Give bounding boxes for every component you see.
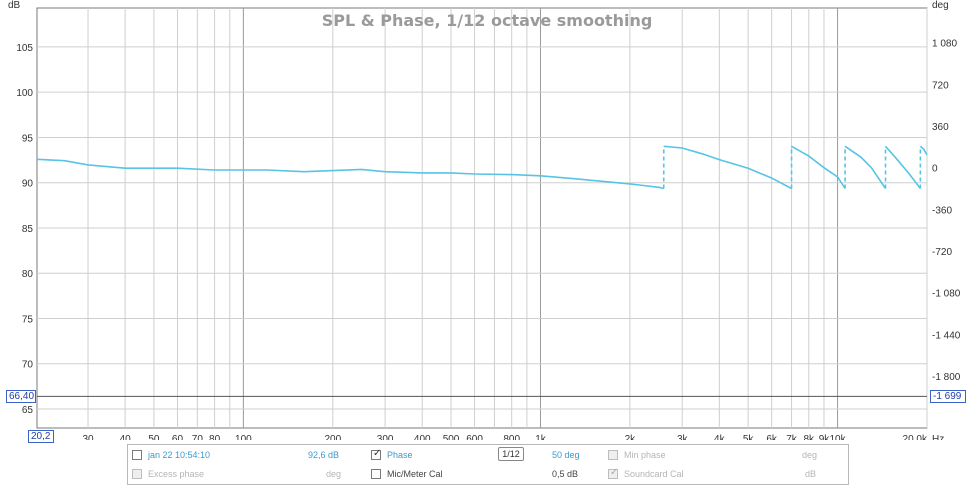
x-tick-label: 80 xyxy=(209,434,221,440)
phase-segment xyxy=(36,158,664,190)
x-tick-label: 2k xyxy=(625,434,637,440)
grid xyxy=(37,8,928,428)
check-icon: ✓ xyxy=(373,448,382,459)
phase-value: 50 deg xyxy=(552,450,580,460)
excess-phase-checkbox[interactable] xyxy=(132,469,142,479)
phase-trace xyxy=(36,145,928,190)
smoothing-indicator[interactable]: 1/12 xyxy=(498,447,524,461)
x-tick-label: 300 xyxy=(377,434,394,440)
legend-panel: jan 22 10:54:10 92,6 dB Excess phase deg… xyxy=(127,444,849,485)
excess-phase-value: deg xyxy=(326,469,342,479)
y-left-tick-label: 100 xyxy=(16,88,33,99)
y-right-tick-label: 720 xyxy=(932,80,949,91)
measurement-name: jan 22 10:54:10 xyxy=(148,450,211,460)
y-left-tick-label: 95 xyxy=(22,133,34,144)
min-phase-label: Min phase xyxy=(624,450,666,460)
min-phase-checkbox[interactable] xyxy=(608,450,618,460)
phase-segment xyxy=(919,145,928,156)
x-tick-label: 7k xyxy=(786,434,798,440)
min-phase-value: deg xyxy=(802,450,818,460)
plot-area[interactable] xyxy=(36,7,928,429)
x-tick-label: 3k xyxy=(677,434,689,440)
x-tick-label: 70 xyxy=(192,434,204,440)
left-axis-label: dB xyxy=(8,0,21,11)
cursor-y-left-readout[interactable]: 66,40 xyxy=(6,390,36,404)
cursor-y-right-readout[interactable]: -1 699 xyxy=(930,390,966,404)
y-left-tick-label: 90 xyxy=(22,179,34,190)
y-right-tick-label: -360 xyxy=(932,205,952,216)
x-tick-label: 9k xyxy=(819,434,831,440)
legend-row-min-phase[interactable]: Min phase xyxy=(608,448,666,462)
x-tick-label: 4k xyxy=(714,434,726,440)
soundcard-cal-label: Soundcard Cal xyxy=(624,469,684,479)
mic-cal-label: Mic/Meter Cal xyxy=(387,469,443,479)
x-tick-label: 200 xyxy=(324,434,341,440)
y-right-tick-label: -1 800 xyxy=(932,372,961,383)
x-tick-label: 5k xyxy=(743,434,755,440)
y-right-tick-label: 0 xyxy=(932,164,938,175)
phase-label: Phase xyxy=(387,450,413,460)
y-left-tick-label: 105 xyxy=(16,43,33,54)
excess-phase-label: Excess phase xyxy=(148,469,205,479)
measurement-value: 92,6 dB xyxy=(308,450,340,460)
measurement-checkbox[interactable] xyxy=(132,450,142,460)
spl-phase-chart: SPL & Phase, 1/12 octave smoothing dB de… xyxy=(8,0,961,440)
x-tick-label: 8k xyxy=(803,434,815,440)
phase-segment xyxy=(884,145,922,189)
phase-segment xyxy=(844,145,887,189)
check-icon: ✓ xyxy=(610,467,619,478)
x-tick-label: 60 xyxy=(172,434,184,440)
mic-cal-checkbox[interactable] xyxy=(371,469,381,479)
chart-title: SPL & Phase, 1/12 octave smoothing xyxy=(322,11,653,30)
x-tick-label: 100 xyxy=(235,434,252,440)
phase-segment xyxy=(663,145,792,190)
soundcard-cal-checkbox[interactable]: ✓ xyxy=(608,467,619,479)
y-right-tick-label: -1 440 xyxy=(932,330,961,341)
cursor-x-readout[interactable]: 20,2 xyxy=(28,430,54,443)
y-left-tick-label: 75 xyxy=(22,314,34,325)
y-right-tick-label: -1 080 xyxy=(932,289,961,300)
legend-row-measurement[interactable]: jan 22 10:54:10 xyxy=(132,448,210,462)
legend-row-soundcard-cal[interactable]: ✓ Soundcard Cal xyxy=(608,467,684,481)
x-tick-label: 800 xyxy=(503,434,520,440)
x-tick-label: 1k xyxy=(535,434,547,440)
legend-row-excess-phase[interactable]: Excess phase xyxy=(132,467,204,481)
x-tick-label: 400 xyxy=(414,434,431,440)
legend-row-mic-cal[interactable]: Mic/Meter Cal xyxy=(371,467,443,481)
y-left-tick-label: 65 xyxy=(22,405,34,416)
phase-segment xyxy=(791,145,846,189)
y-right-tick-label: -720 xyxy=(932,247,952,258)
x-tick-label: 500 xyxy=(443,434,460,440)
legend-row-phase[interactable]: ✓ Phase xyxy=(371,448,413,462)
phase-checkbox[interactable]: ✓ xyxy=(371,448,382,460)
right-axis-label: deg xyxy=(932,0,949,11)
x-tick-label: 50 xyxy=(148,434,160,440)
y-left-tick-label: 80 xyxy=(22,269,34,280)
y-right-tick-label: 360 xyxy=(932,122,949,133)
x-tick-label: 10k xyxy=(830,434,847,440)
y-left-tick-label: 70 xyxy=(22,360,34,371)
axis-ticks: 105 100 95 90 85 80 75 70 65 1 080 720 360 0 -360 -720… xyxy=(16,39,960,440)
mic-cal-value: 0,5 dB xyxy=(552,469,579,479)
x-tick-label: 30 xyxy=(82,434,94,440)
x-tick-label: 20,0k xyxy=(903,434,928,440)
x-tick-label: 600 xyxy=(466,434,483,440)
x-tick-label: 6k xyxy=(766,434,778,440)
x-tick-label: 40 xyxy=(120,434,132,440)
y-right-tick-label: 1 080 xyxy=(932,39,957,50)
x-unit-label: Hz xyxy=(932,434,944,440)
y-left-tick-label: 85 xyxy=(22,224,34,235)
soundcard-cal-value: dB xyxy=(805,469,817,479)
